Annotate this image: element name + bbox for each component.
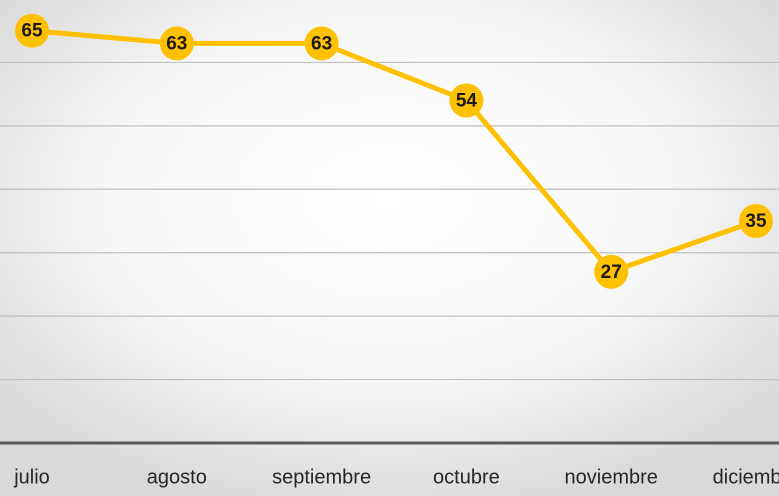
line — [31, 28, 757, 275]
marker — [304, 26, 339, 61]
data-label: 54 — [456, 91, 478, 112]
x-tick-label: octubre — [433, 466, 500, 488]
marker — [594, 254, 629, 289]
marker — [449, 83, 484, 118]
data-label: 63 — [311, 33, 332, 54]
marker — [159, 26, 194, 61]
data-label: 65 — [21, 21, 43, 42]
x-tick-label: agosto — [147, 466, 207, 488]
marker — [15, 13, 49, 48]
data-label: 35 — [745, 211, 767, 232]
x-tick-label: noviembre — [565, 466, 658, 488]
x-tick-label: julio — [13, 466, 50, 488]
data-label: 63 — [166, 33, 187, 54]
x-tick-label: diciembre — [713, 466, 779, 488]
marker — [739, 204, 773, 238]
data-label: 27 — [601, 262, 622, 283]
x-tick-label: septiembre — [272, 466, 371, 488]
